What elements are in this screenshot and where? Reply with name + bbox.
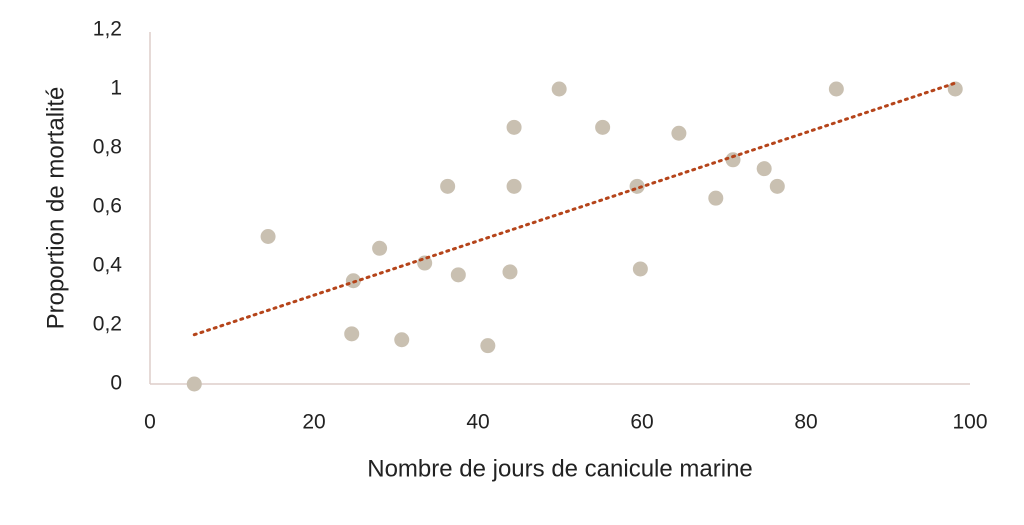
x-tick-label: 80 [794,411,817,434]
scatter-point [756,161,772,177]
scatter-point [450,267,466,283]
x-tick-label: 20 [302,411,325,434]
scatter-point [769,178,785,194]
scatter-point [506,178,522,194]
scatter-point [394,332,410,348]
scatter-point [595,119,611,135]
trendline [192,81,957,337]
scatter-point [344,326,360,342]
scatter-point [708,190,724,206]
y-tick-label: 1 [110,77,122,100]
x-tick-label: 0 [144,411,156,434]
scatter-point [502,264,518,280]
scatter-point [828,81,844,97]
y-axis-label: Proportion de mortalité [42,87,69,330]
y-tick-label: 0,6 [93,195,122,218]
x-tick-label: 40 [466,411,489,434]
scatter-point [440,178,456,194]
x-tick-label: 60 [630,411,653,434]
y-tick-label: 0 [110,372,122,395]
scatter-point [725,152,741,168]
scatter-point [186,376,202,392]
scatter-point [372,240,388,256]
scatter-point [671,125,687,141]
y-tick-label: 0,4 [93,254,123,277]
scatter-point [480,338,496,354]
scatter-point [260,229,276,244]
x-axis-label: Nombre de jours de canicule marine [367,455,753,482]
scatter-point [632,261,648,277]
scatter-point [506,119,522,135]
y-tick-label: 0,2 [93,313,122,336]
y-tick-label: 0,8 [93,136,122,159]
x-tick-label: 100 [952,411,987,434]
scatter-point [551,81,567,97]
y-tick-label: 1,2 [93,18,122,41]
